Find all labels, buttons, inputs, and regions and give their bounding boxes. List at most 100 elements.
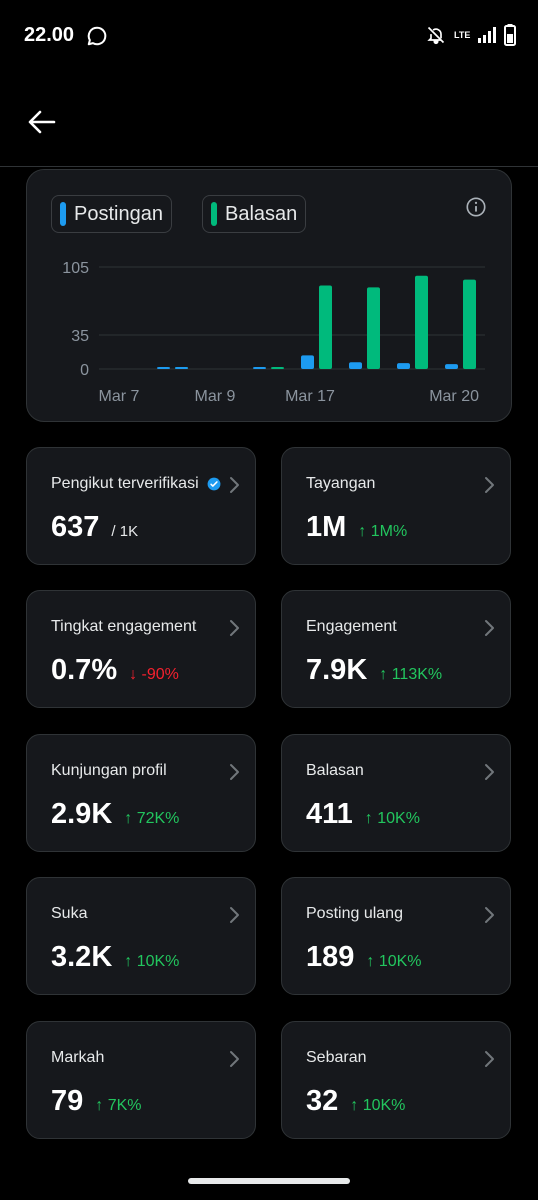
stat-value-row: 32 ↑ 10K%	[306, 1085, 405, 1118]
stat-label: Tingkat engagement	[51, 618, 197, 635]
y-tick-label: 0	[80, 362, 89, 379]
stat-card-sebaran[interactable]: Sebaran 32 ↑ 10K%	[281, 1021, 511, 1139]
stat-value-row: 637 / 1K	[51, 511, 138, 544]
bar-postingan	[253, 367, 266, 369]
stat-card-kunjungan-profil[interactable]: Kunjungan profil 2.9K ↑ 72K%	[26, 734, 256, 852]
home-indicator[interactable]	[188, 1178, 350, 1184]
stat-card-suka[interactable]: Suka 3.2K ↑ 10K%	[26, 877, 256, 995]
bar-postingan	[397, 363, 410, 369]
stat-change: ↑ 113K%	[379, 666, 443, 683]
stat-change: ↓ -90%	[129, 666, 179, 683]
stat-label: Balasan	[306, 762, 364, 779]
stat-card-tayangan[interactable]: Tayangan 1M ↑ 1M%	[281, 447, 511, 565]
bar-postingan	[301, 355, 314, 369]
bar-balasan	[415, 275, 428, 369]
stat-card-tingkat-engagement[interactable]: Tingkat engagement 0.7% ↓ -90%	[26, 590, 256, 708]
stat-value-row: 411 ↑ 10K%	[306, 798, 420, 831]
chevron-right-icon	[485, 477, 494, 493]
bar-balasan	[319, 285, 332, 369]
stat-value: 189	[306, 941, 355, 973]
stat-change: ↑ 10K%	[124, 953, 180, 970]
bar-balasan	[271, 367, 284, 369]
verified-badge-icon	[207, 477, 221, 491]
legend-label: Balasan	[225, 202, 298, 225]
stat-label: Posting ulang	[306, 905, 403, 922]
chevron-right-icon	[230, 620, 239, 636]
stat-label: Markah	[51, 1049, 105, 1066]
stat-value-row: 7.9K ↑ 113K%	[306, 654, 442, 687]
stat-value-row: 3.2K ↑ 10K%	[51, 941, 179, 974]
stat-value: 637	[51, 511, 100, 543]
stat-value-row: 1M ↑ 1M%	[306, 511, 407, 544]
stat-value: 3.2K	[51, 941, 113, 973]
stat-value-row: 79 ↑ 7K%	[51, 1085, 142, 1118]
legend-postingan[interactable]: Postingan	[51, 195, 172, 233]
x-tick-label: Mar 17	[285, 388, 335, 405]
chevron-right-icon	[485, 620, 494, 636]
back-button[interactable]	[24, 104, 60, 140]
bar-chart: 0 35 105 Mar 7 Mar 9 Mar 17 Mar 20	[62, 260, 485, 405]
status-time: 22.00	[24, 24, 75, 46]
stat-value-row: 2.9K ↑ 72K%	[51, 798, 179, 831]
y-tick-label: 105	[62, 260, 89, 277]
stat-card-balasan[interactable]: Balasan 411 ↑ 10K%	[281, 734, 511, 852]
stat-change: ↑ 10K%	[350, 1097, 406, 1114]
stat-value-row: 0.7% ↓ -90%	[51, 654, 179, 687]
stat-value: 0.7%	[51, 654, 118, 686]
stat-value-row: 189 ↑ 10K%	[306, 941, 422, 974]
stat-label: Sebaran	[306, 1049, 367, 1066]
stat-card-engagement[interactable]: Engagement 7.9K ↑ 113K%	[281, 590, 511, 708]
legend-label: Postingan	[74, 202, 163, 225]
chevron-right-icon	[230, 477, 239, 493]
stat-label: Pengikut terverifikasi	[51, 475, 199, 492]
stat-sub: / 1K	[111, 523, 139, 540]
stat-value: 32	[306, 1085, 339, 1117]
stat-value: 411	[306, 798, 353, 830]
app-bar	[0, 72, 538, 167]
legend-swatch-balasan	[211, 202, 217, 226]
stat-value: 2.9K	[51, 798, 113, 830]
x-tick-label: Mar 9	[195, 388, 236, 405]
activity-chart-card: Postingan Balasan 0 35 105 Mar 7 Mar 9 Mar 17…	[26, 169, 512, 422]
y-tick-label: 35	[71, 328, 89, 345]
x-tick-label: Mar 20	[429, 388, 479, 405]
stat-card-posting-ulang[interactable]: Posting ulang 189 ↑ 10K%	[281, 877, 511, 995]
chevron-right-icon	[485, 764, 494, 780]
bar-postingan	[445, 364, 458, 369]
bar-balasan	[463, 279, 476, 369]
notifications-off-icon	[427, 26, 445, 45]
stat-label: Tayangan	[306, 475, 376, 492]
stat-change: ↑ 10K%	[364, 810, 420, 827]
legend-balasan[interactable]: Balasan	[202, 195, 307, 233]
stat-card-pengikut-terverifikasi[interactable]: Pengikut terverifikasi 637 / 1K	[26, 447, 256, 565]
status-icons: LTE	[426, 24, 516, 46]
stat-card-markah[interactable]: Markah 79 ↑ 7K%	[26, 1021, 256, 1139]
chevron-right-icon	[230, 907, 239, 923]
stat-value: 79	[51, 1085, 84, 1117]
stat-label: Kunjungan profil	[51, 762, 167, 779]
bar-postingan	[349, 362, 362, 369]
chevron-right-icon	[485, 907, 494, 923]
bar-balasan	[367, 287, 380, 369]
chevron-right-icon	[230, 1051, 239, 1067]
stat-change: ↑ 72K%	[124, 810, 180, 827]
info-icon[interactable]	[465, 196, 487, 218]
stat-change: ↑ 7K%	[95, 1097, 142, 1114]
stat-change: ↑ 10K%	[366, 953, 422, 970]
network-type: LTE	[454, 29, 471, 40]
message-icon	[87, 26, 107, 46]
arrow-left-icon	[28, 110, 56, 134]
legend-swatch-postingan	[60, 202, 66, 226]
chevron-right-icon	[230, 764, 239, 780]
signal-icon	[478, 27, 496, 43]
stat-change: ↑ 1M%	[358, 523, 408, 540]
status-bar: 22.00 LTE	[0, 0, 538, 72]
stat-value: 7.9K	[306, 654, 368, 686]
stat-label: Suka	[51, 905, 88, 922]
x-tick-label: Mar 7	[99, 388, 140, 405]
bar-postingan	[157, 367, 170, 369]
stat-value: 1M	[306, 511, 347, 543]
chevron-right-icon	[485, 1051, 494, 1067]
bar-postingan	[175, 367, 188, 369]
stat-label: Engagement	[306, 618, 397, 635]
